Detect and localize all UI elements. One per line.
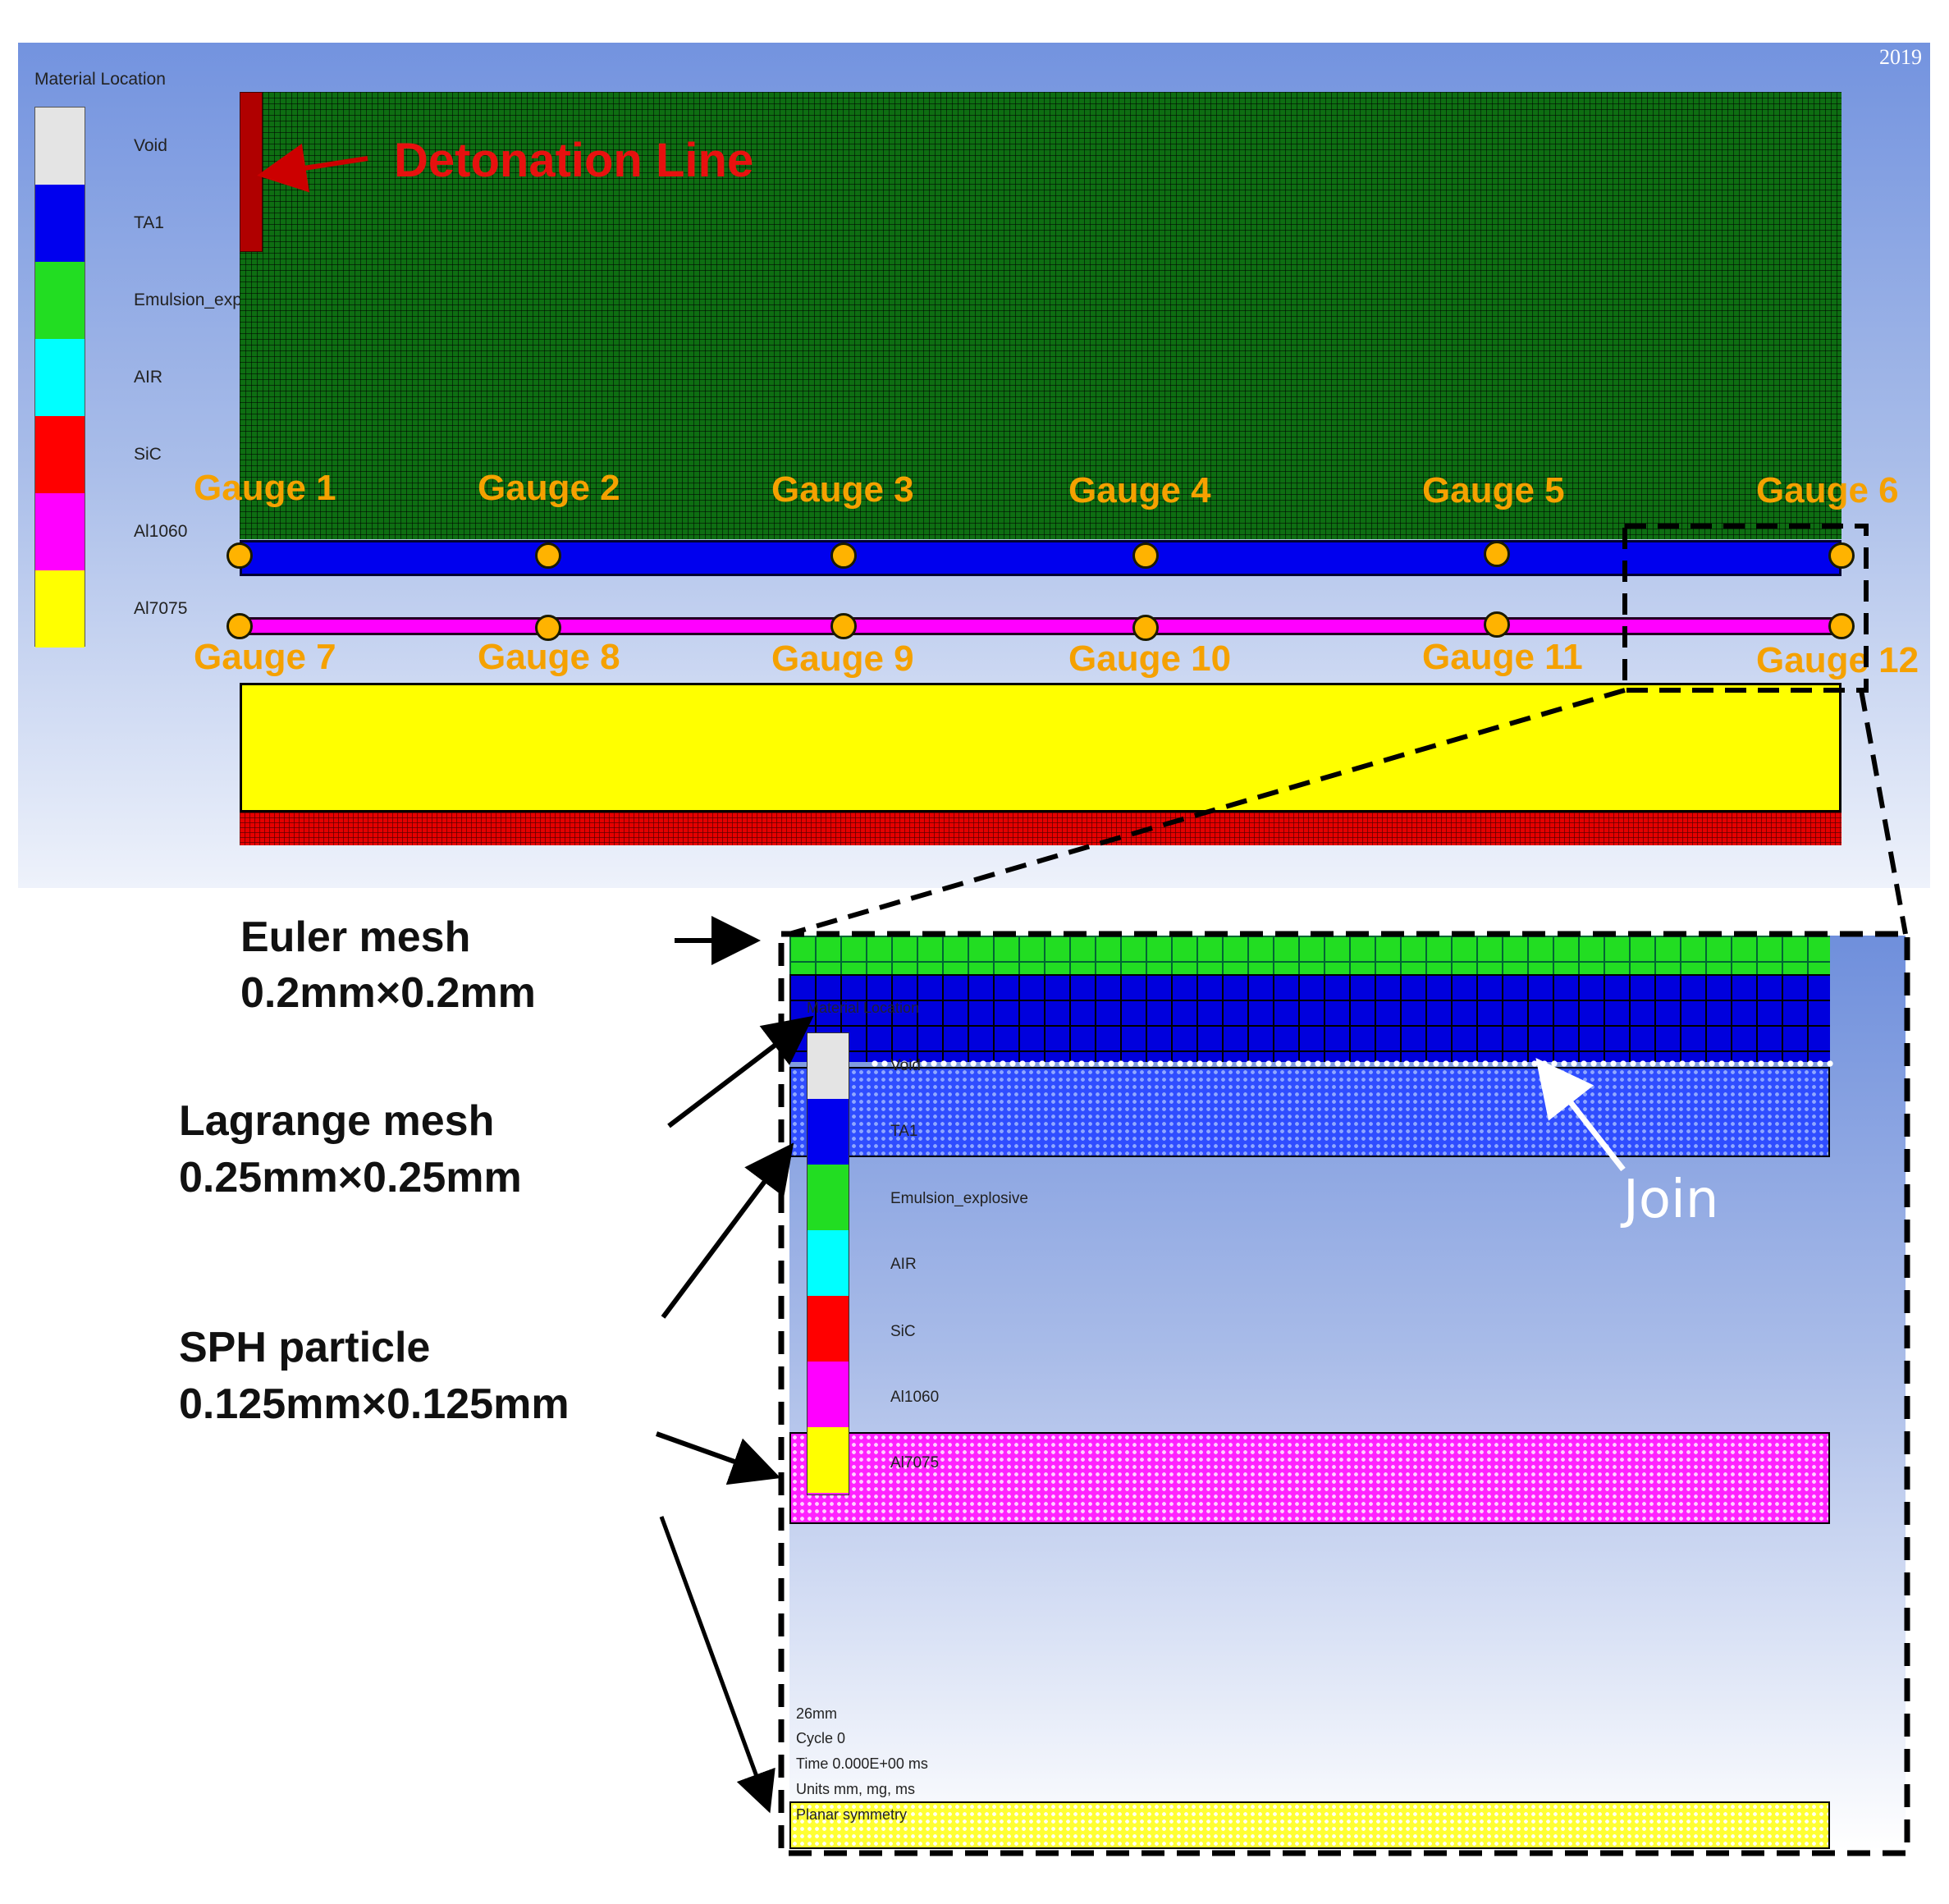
zoom-swatch-emulsion: [808, 1165, 849, 1230]
sph-arrow-3: [659, 1516, 775, 1814]
legend-title: Material Location: [34, 70, 166, 89]
zoom-legend-label-sic: SiC: [890, 1323, 916, 1340]
zoom-legend-label-void: Void: [890, 1057, 921, 1074]
gauge-9-label: Gauge 9: [771, 638, 914, 679]
zoom-symmetry-text: Planar symmetry: [796, 1806, 908, 1823]
gauge-2-dot: [535, 542, 561, 569]
zoom-sph-al1060-particles: [789, 1432, 1830, 1524]
gauge-3-label: Gauge 3: [771, 469, 914, 510]
zoom-legend-title: Material Location: [807, 1000, 920, 1016]
gauge-12-label: Gauge 12: [1756, 640, 1919, 680]
legend-swatch-al1060: [35, 493, 85, 570]
legend-swatch-al7075: [35, 570, 85, 648]
gauge-8-dot: [535, 615, 561, 641]
zoom-legend-label-al7075: Al7075: [890, 1454, 940, 1471]
zoom-legend-label-air: AIR: [890, 1256, 917, 1273]
gauge-3-dot: [830, 542, 857, 569]
gauge-8-label: Gauge 8: [478, 637, 620, 677]
lagrange-mesh-title: Lagrange mesh: [179, 1097, 495, 1145]
gauge-7-dot: [226, 613, 253, 639]
legend-swatch-sic: [35, 416, 85, 493]
zoom-legend-label-ta1: TA1: [890, 1123, 918, 1140]
zoom-time-text: Time 0.000E+00 ms: [796, 1755, 928, 1772]
legend-swatch-void: [35, 108, 85, 185]
zoom-scale-text: 26mm: [796, 1705, 838, 1722]
zoom-swatch-void: [808, 1033, 849, 1099]
gauge-6-label: Gauge 6: [1756, 470, 1899, 510]
zoom-material-legend: [807, 1032, 849, 1495]
gauge-11-label: Gauge 11: [1422, 637, 1583, 677]
sic-anvil-mesh: [240, 812, 1841, 845]
euler-mesh-size: 0.2mm×0.2mm: [240, 969, 536, 1017]
gauge-2-label: Gauge 2: [478, 468, 620, 508]
legend-label-air: AIR: [134, 368, 163, 387]
sph-arrow-2: [655, 1431, 781, 1485]
material-legend: [34, 107, 85, 648]
zoom-swatch-air: [808, 1230, 849, 1296]
gauge-10-dot: [1132, 615, 1159, 641]
sph-arrow-1: [661, 1142, 794, 1319]
zoom-euler-mesh: [789, 936, 1830, 974]
legend-swatch-air: [35, 339, 85, 416]
zoom-swatch-al7075: [808, 1427, 849, 1493]
zoom-region-box: [1622, 524, 1869, 693]
join-label: Join: [1623, 1169, 1719, 1230]
gauge-6-dot: [1828, 542, 1855, 569]
gauge-9-dot: [830, 613, 857, 639]
legend-label-al7075: Al7075: [134, 599, 188, 618]
zoom-swatch-ta1: [808, 1099, 849, 1165]
gauge-10-label: Gauge 10: [1068, 638, 1232, 679]
gauge-1-dot: [226, 542, 253, 569]
detonation-arrow: [257, 144, 368, 193]
zoom-panel-border: [778, 931, 1910, 1856]
gauge-5-label: Gauge 5: [1422, 470, 1565, 510]
legend-swatch-emulsion: [35, 262, 85, 339]
ta1-flyer-plate: [240, 540, 1841, 576]
gauge-1-label: Gauge 1: [194, 468, 336, 508]
euler-mesh-title: Euler mesh: [240, 913, 471, 961]
zoom-legend-label-emulsion: Emulsion_explosive: [890, 1190, 1028, 1207]
sph-particle-title: SPH particle: [179, 1324, 431, 1371]
gauge-4-dot: [1132, 542, 1159, 569]
legend-label-al1060: Al1060: [134, 522, 188, 541]
gauge-5-dot: [1484, 541, 1510, 567]
zoom-sph-al7075-particles: [789, 1801, 1830, 1849]
gauge-7-label: Gauge 7: [194, 637, 336, 677]
lagrange-mesh-size: 0.25mm×0.25mm: [179, 1154, 522, 1201]
zoom-lagrange-mesh: [789, 974, 1830, 1062]
legend-label-void: Void: [134, 136, 167, 155]
gauge-4-label: Gauge 4: [1068, 470, 1211, 510]
zoom-connector-right: [1859, 689, 1908, 935]
gauge-12-dot: [1828, 613, 1855, 639]
legend-swatch-ta1: [35, 185, 85, 262]
zoom-connector-left: [789, 688, 1626, 936]
join-arrow: [1535, 1057, 1626, 1172]
detonation-line-label: Detonation Line: [394, 134, 754, 187]
gauge-11-dot: [1484, 611, 1510, 638]
lagrange-arrow: [667, 1015, 814, 1128]
sph-particle-size: 0.125mm×0.125mm: [179, 1380, 570, 1428]
zoom-swatch-sic: [808, 1296, 849, 1362]
zoom-sph-ta1-particles: [789, 1067, 1830, 1157]
zoom-legend-label-al1060: Al1060: [890, 1389, 940, 1406]
explosive-euler-mesh: [240, 92, 1841, 539]
zoom-swatch-al1060: [808, 1362, 849, 1427]
zoom-cycle-text: Cycle 0: [796, 1730, 846, 1746]
legend-label-ta1: TA1: [134, 213, 164, 232]
zoom-units-text: Units mm, mg, ms: [796, 1781, 916, 1797]
legend-label-sic: SiC: [134, 445, 162, 464]
year-text: 2019: [1879, 45, 1922, 69]
